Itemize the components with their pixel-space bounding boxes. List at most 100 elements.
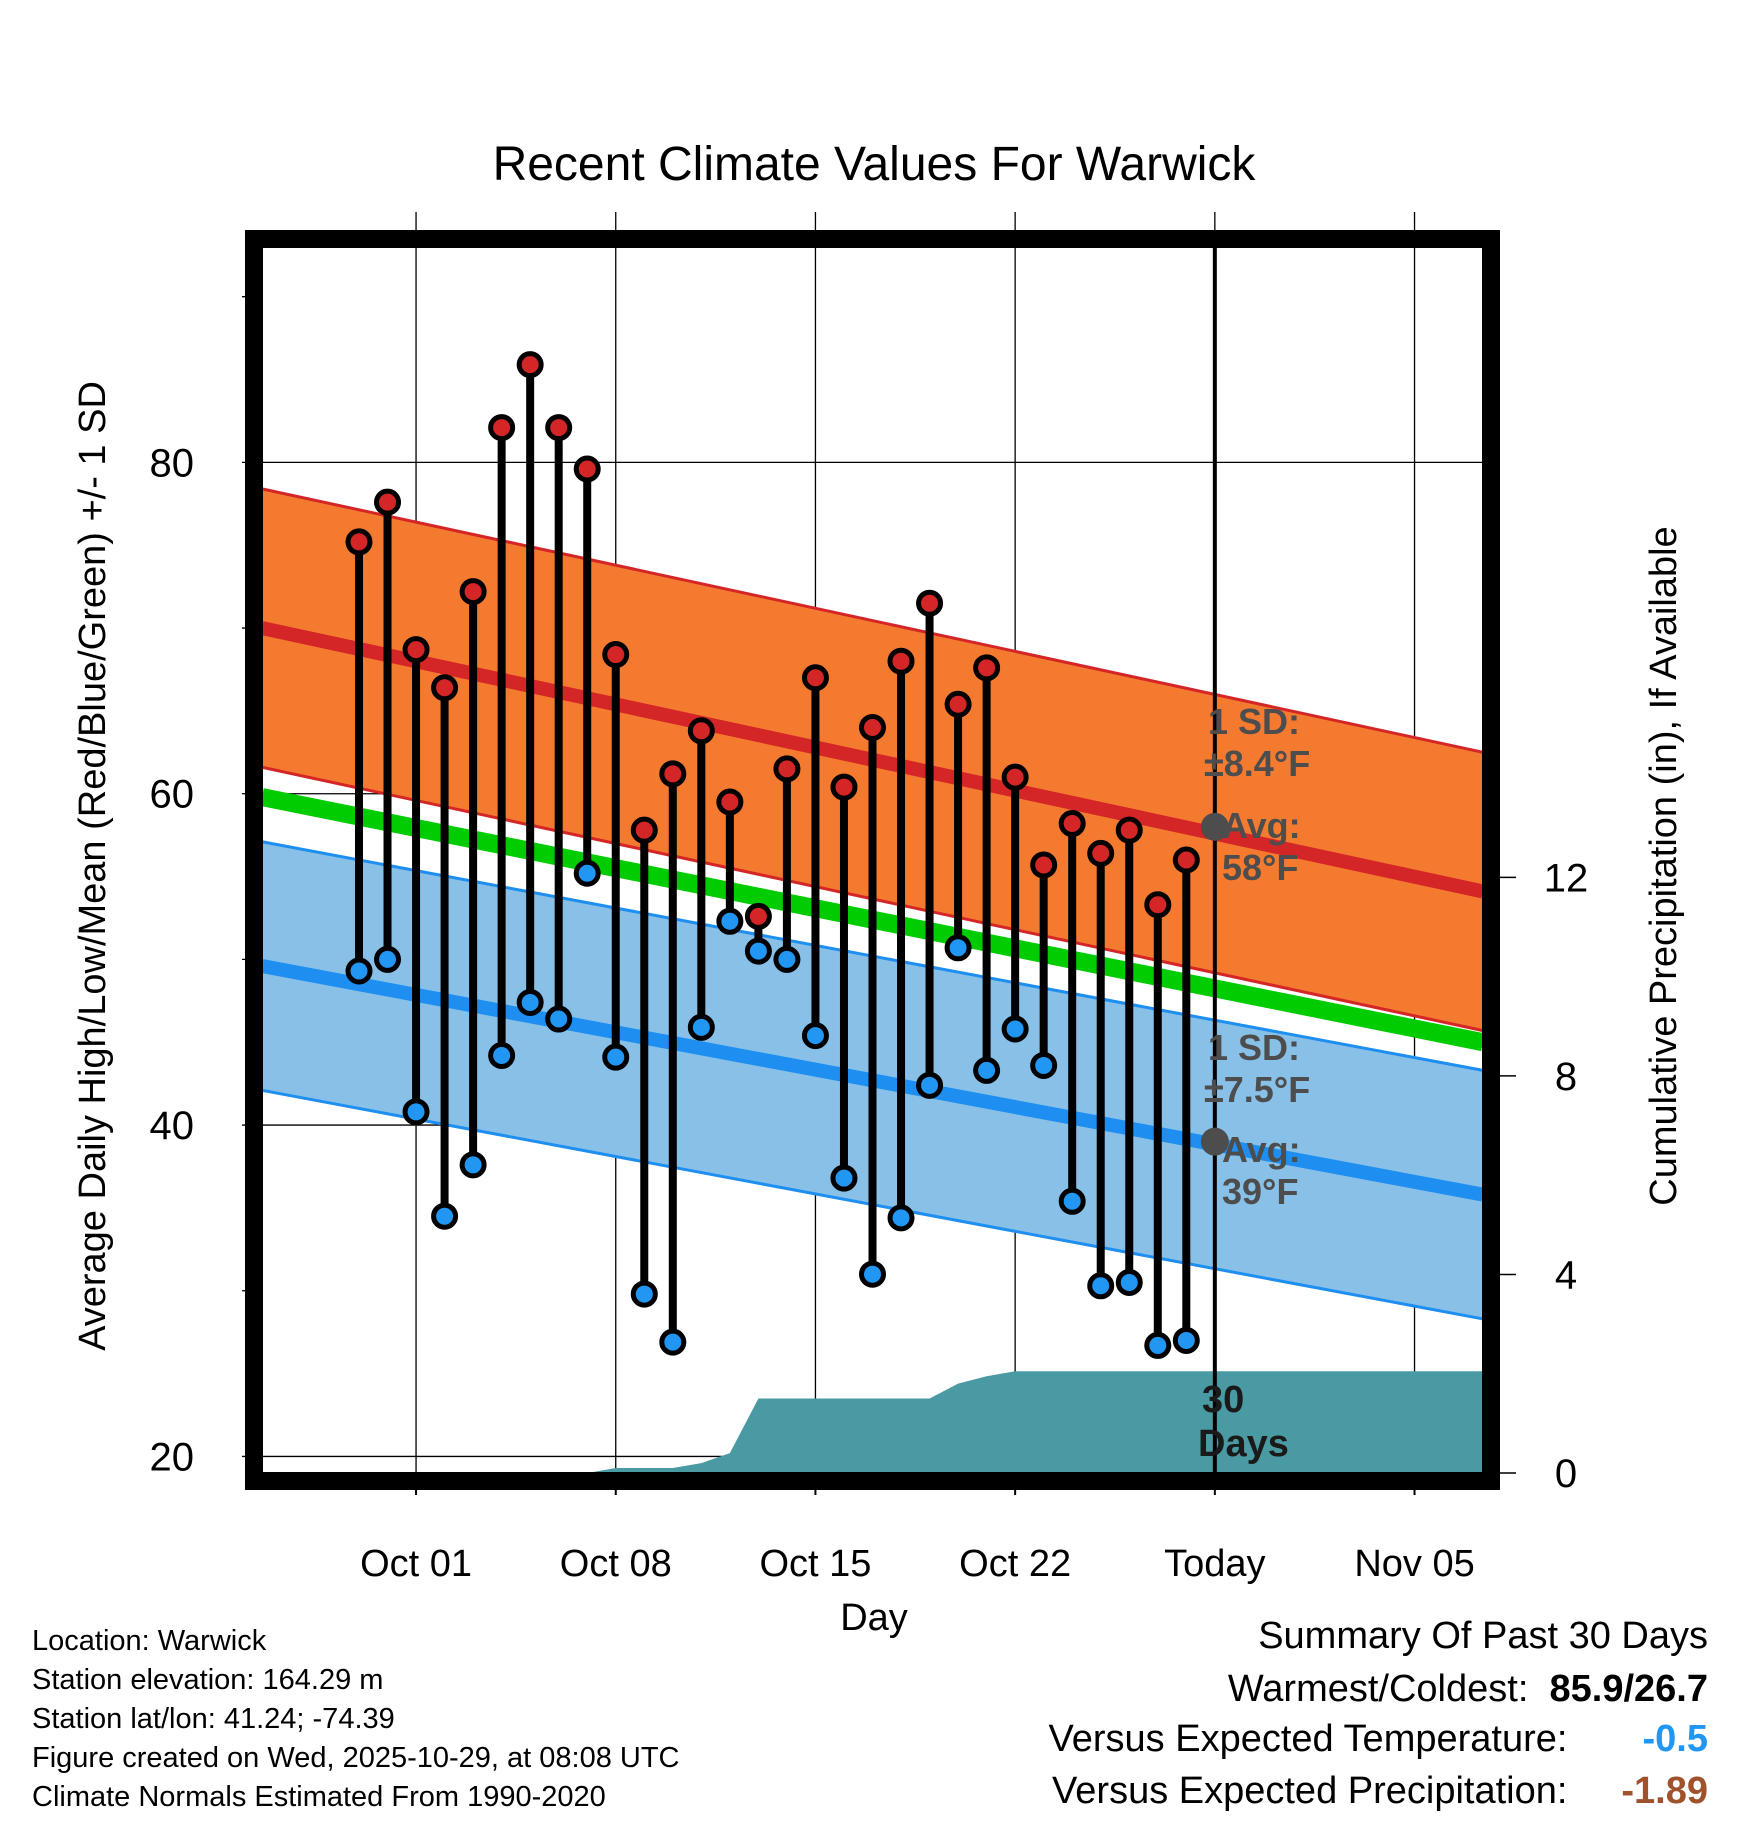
low-temp-marker <box>1001 1015 1029 1043</box>
elevation-text: Station elevation: 164.29 m <box>32 1664 384 1696</box>
high-temp-marker <box>1087 839 1115 867</box>
high-avg-label: Avg: <box>1222 805 1301 846</box>
high-temp-marker <box>659 760 687 788</box>
high-temp-marker <box>801 664 829 692</box>
y-tick-label-left: 80 <box>150 441 195 485</box>
high-temp-marker <box>1144 891 1172 919</box>
high-temp-marker <box>545 414 573 442</box>
low-temp-marker <box>887 1204 915 1232</box>
x-tick-label: Oct 08 <box>560 1543 672 1585</box>
high-temp-marker <box>1172 846 1200 874</box>
high-sd-label: 1 SD: <box>1208 701 1300 742</box>
y-tick-label-left: 40 <box>150 1104 195 1148</box>
normal-high-band-upper-edge <box>261 487 1484 754</box>
high-temp-marker <box>630 816 658 844</box>
low-temp-marker <box>1030 1051 1058 1079</box>
window-label-days: Days <box>1198 1423 1289 1465</box>
y-tick-label-left: 20 <box>150 1435 195 1479</box>
location-text: Location: Warwick <box>32 1625 267 1657</box>
plot-frame <box>245 230 1500 1490</box>
high-temp-marker <box>459 578 487 606</box>
created-text: Figure created on Wed, 2025-10-29, at 08… <box>32 1742 680 1774</box>
latlon-text: Station lat/lon: 41.24; -74.39 <box>32 1703 395 1735</box>
low-temp-marker <box>1087 1272 1115 1300</box>
precipitation-area-group <box>358 1371 1483 1473</box>
high-avg-value: 58°F <box>1222 847 1298 888</box>
temp-label: Versus Expected Temperature: <box>1048 1718 1568 1760</box>
low-temp-marker <box>659 1328 687 1356</box>
high-temp-marker <box>602 641 630 669</box>
today-high-avg-marker <box>1200 812 1229 841</box>
precipitation-area <box>358 1371 1483 1473</box>
high-temp-marker <box>1058 810 1086 838</box>
high-temp-marker <box>345 528 373 556</box>
low-temp-marker <box>859 1260 886 1288</box>
low-temp-marker <box>801 1022 829 1050</box>
high-temp-marker <box>773 755 801 783</box>
high-temp-marker <box>973 654 1001 682</box>
temp-value: -0.5 <box>1642 1718 1708 1760</box>
high-temp-marker <box>859 713 886 741</box>
low-temp-marker <box>488 1041 516 1069</box>
high-temp-marker <box>744 902 772 930</box>
high-sd-value: ±8.4°F <box>1204 743 1310 784</box>
chart-title: Recent Climate Values For Warwick <box>493 138 1257 191</box>
low-temp-marker <box>944 934 972 962</box>
low-temp-marker <box>459 1151 487 1179</box>
high-temp-marker <box>687 717 715 745</box>
y-tick-label-right: 12 <box>1544 856 1589 900</box>
low-temp-marker <box>545 1005 573 1033</box>
low-temp-marker <box>773 945 801 973</box>
low-temp-marker <box>573 859 601 887</box>
summary-temp: Versus Expected Temperature: -0.5 <box>1049 1718 1708 1761</box>
warm-cold-label: Warmest/Coldest: <box>1227 1668 1529 1710</box>
daily-markers <box>345 351 1200 1359</box>
low-temp-marker <box>687 1013 715 1041</box>
low-temp-marker <box>973 1056 1001 1084</box>
axes: Oct 01 Oct 08 Oct 15 Oct 22 Today Nov 0520406… <box>150 230 1589 1585</box>
low-temp-marker <box>916 1071 944 1099</box>
low-temp-marker <box>602 1043 630 1071</box>
low-temp-marker <box>1172 1326 1200 1354</box>
high-temp-marker <box>374 488 402 516</box>
low-avg-label: Avg: <box>1222 1129 1301 1170</box>
low-temp-marker <box>516 988 544 1016</box>
y-axis-label-left: Average Daily High/Low/Mean (Red/Blue/Gr… <box>72 381 114 1351</box>
x-tick-label: Oct 01 <box>360 1543 472 1585</box>
low-temp-marker <box>716 907 744 935</box>
low-temp-marker <box>1115 1268 1143 1296</box>
high-temp-marker <box>516 351 544 379</box>
daily-range-stems <box>354 364 1191 1346</box>
high-temp-marker <box>1030 851 1058 879</box>
x-tick-label: Nov 05 <box>1354 1543 1474 1585</box>
high-temp-marker <box>573 455 601 483</box>
normals-text: Climate Normals Estimated From 1990-2020 <box>32 1781 606 1813</box>
low-temp-marker <box>744 937 772 965</box>
x-tick-label: Today <box>1164 1543 1265 1585</box>
high-temp-marker <box>1001 763 1029 791</box>
high-temp-marker <box>402 636 430 664</box>
low-avg-value: 39°F <box>1222 1171 1298 1212</box>
today-low-avg-marker <box>1200 1127 1229 1156</box>
low-temp-marker <box>1058 1187 1086 1215</box>
low-temp-marker <box>431 1202 459 1230</box>
precip-value: -1.89 <box>1621 1770 1708 1812</box>
high-temp-marker <box>916 589 944 617</box>
high-temp-marker <box>1115 816 1143 844</box>
high-temp-marker <box>488 414 516 442</box>
high-temp-marker <box>830 773 858 801</box>
low-temp-marker <box>830 1164 858 1192</box>
low-temp-marker <box>374 945 402 973</box>
y-tick-label-left: 60 <box>150 773 195 817</box>
low-temp-marker <box>402 1098 430 1126</box>
y-tick-label-right: 4 <box>1555 1253 1577 1297</box>
low-sd-label: 1 SD: <box>1208 1027 1300 1068</box>
station-info: Location: Warwick Station elevation: 164… <box>32 1622 680 1817</box>
high-temp-marker <box>431 674 459 702</box>
high-temp-marker <box>944 690 972 718</box>
summary-title: Summary Of Past 30 Days <box>1258 1615 1708 1657</box>
window-label-count: 30 <box>1202 1379 1244 1421</box>
precip-label: Versus Expected Precipitation: <box>1052 1770 1568 1812</box>
high-temp-marker <box>716 788 744 816</box>
